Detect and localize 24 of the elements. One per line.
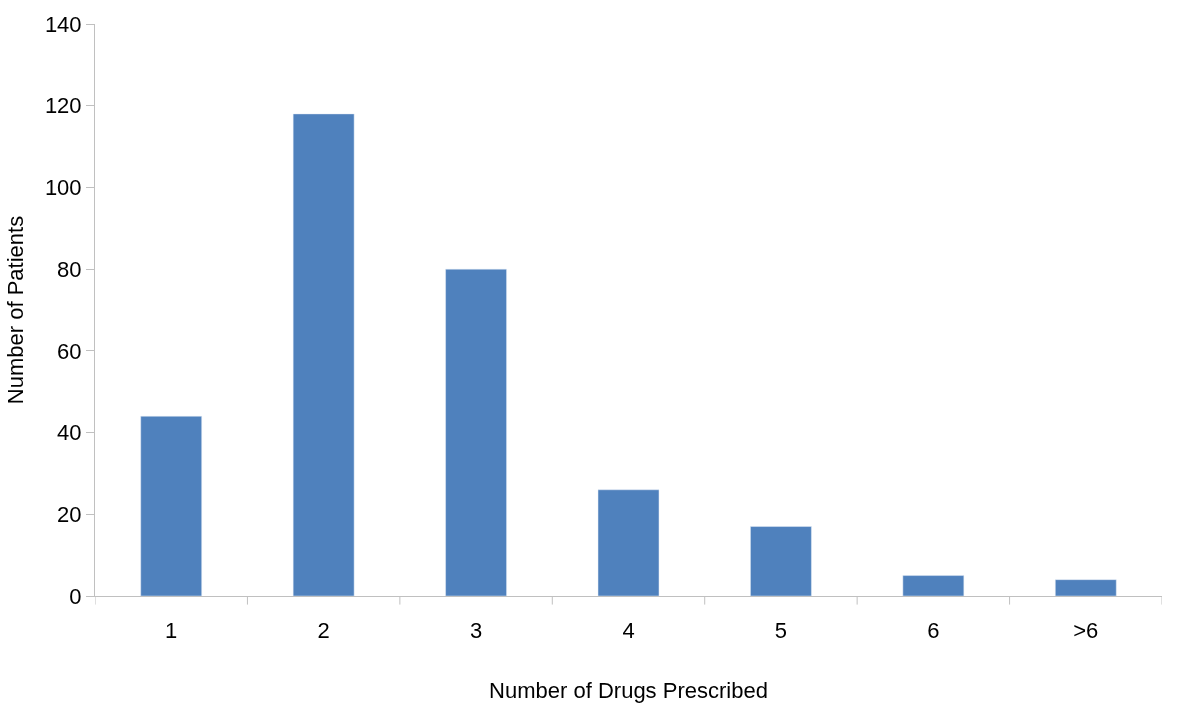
y-tick-label: 120 bbox=[44, 93, 82, 119]
y-tick-label: 60 bbox=[57, 338, 82, 364]
bar bbox=[445, 268, 507, 596]
x-tick-label: 4 bbox=[622, 618, 635, 644]
x-axis-title: Number of Drugs Prescribed bbox=[489, 678, 768, 704]
x-tick-label: 1 bbox=[165, 618, 178, 644]
bar bbox=[140, 415, 202, 596]
bar bbox=[902, 575, 965, 596]
x-tick-label: 3 bbox=[469, 618, 483, 644]
x-tick-label: 5 bbox=[774, 618, 788, 644]
bar bbox=[1055, 579, 1117, 596]
x-tick-label: 2 bbox=[317, 618, 330, 644]
y-tick-label: 140 bbox=[44, 11, 82, 37]
y-tick-label: 20 bbox=[57, 501, 82, 527]
bar bbox=[292, 113, 355, 596]
bar bbox=[597, 489, 660, 596]
y-tick-label: 0 bbox=[69, 583, 82, 609]
y-tick-label: 100 bbox=[44, 175, 82, 201]
y-tick-label: 80 bbox=[57, 256, 82, 282]
y-axis-title: Number of Patients bbox=[2, 215, 28, 405]
y-tick-label: 40 bbox=[57, 420, 82, 446]
x-tick-label: 6 bbox=[927, 618, 940, 644]
x-tick-label: >6 bbox=[1073, 618, 1099, 644]
bar bbox=[750, 526, 812, 596]
